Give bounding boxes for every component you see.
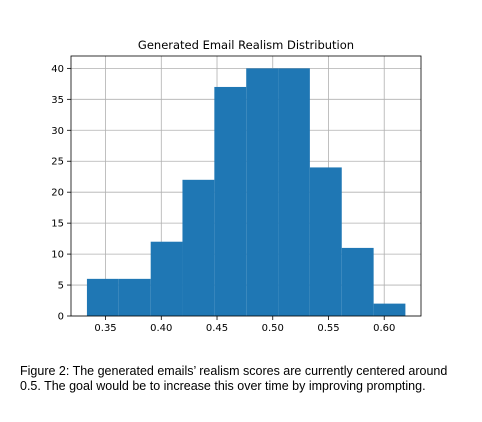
y-tick-label: 15 (51, 219, 64, 230)
x-tick-label: 0.35 (94, 323, 116, 334)
x-tick-label: 0.60 (373, 323, 395, 334)
histogram-bar (150, 241, 183, 316)
histogram-bar (246, 68, 279, 316)
histogram-bar (341, 247, 374, 316)
histogram-bar (309, 167, 342, 316)
histogram-bars (86, 68, 406, 316)
chart-title: Generated Email Realism Distribution (138, 38, 354, 52)
histogram-bar (118, 278, 151, 316)
y-tick-label: 35 (51, 95, 64, 106)
y-tick-label: 40 (51, 64, 64, 75)
histogram-bar (214, 86, 247, 316)
x-tick-label: 0.45 (206, 323, 228, 334)
y-tick-label: 5 (58, 281, 64, 292)
y-tick-label: 20 (51, 188, 64, 199)
plot-frame (70, 55, 422, 317)
y-tick-label: 30 (51, 126, 64, 137)
x-tick-label: 0.40 (150, 323, 172, 334)
figure-caption: Figure 2: The generated emails’ realism … (20, 364, 448, 393)
histogram-bar (182, 179, 215, 316)
histogram-bar (373, 303, 406, 316)
y-tick-label: 25 (51, 157, 64, 168)
histogram-bar (86, 278, 119, 316)
y-tick-label: 10 (51, 250, 64, 261)
axes: 0.35 0.40 0.45 0.50 0.55 0.60 0 5 10 15 20 25 30 35 40 (51, 55, 422, 334)
x-tick-label: 0.50 (262, 323, 284, 334)
x-tick-label: 0.55 (317, 323, 339, 334)
histogram-bar (278, 68, 310, 316)
y-tick-label: 0 (58, 312, 64, 323)
histogram-chart: Generated Email Realism Distribution 0.3… (51, 38, 422, 334)
